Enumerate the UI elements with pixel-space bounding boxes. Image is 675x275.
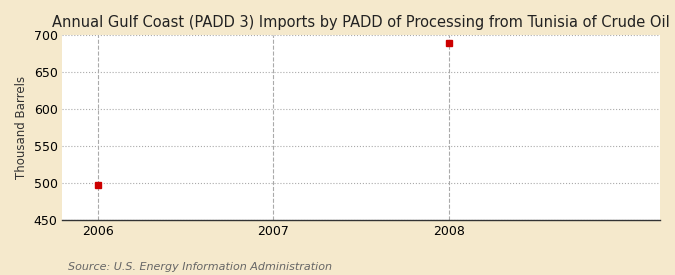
Text: Source: U.S. Energy Information Administration: Source: U.S. Energy Information Administ… <box>68 262 331 272</box>
Y-axis label: Thousand Barrels: Thousand Barrels <box>15 76 28 179</box>
Title: Annual Gulf Coast (PADD 3) Imports by PADD of Processing from Tunisia of Crude O: Annual Gulf Coast (PADD 3) Imports by PA… <box>53 15 670 30</box>
